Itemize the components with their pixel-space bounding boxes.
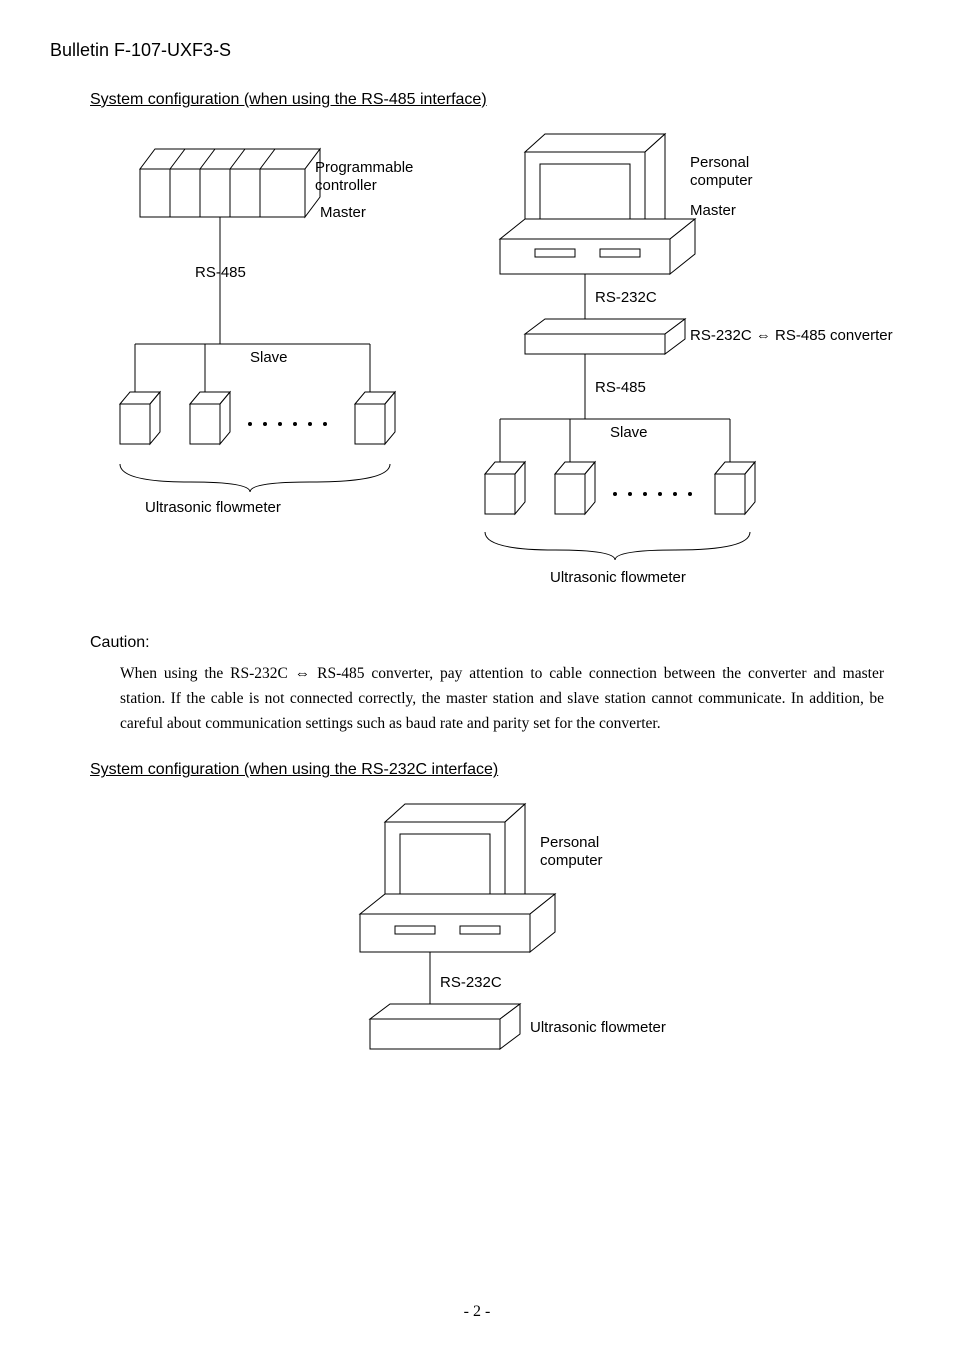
section2-heading: System configuration (when using the RS-…: [90, 761, 904, 779]
caution-heading: Caution:: [90, 634, 904, 652]
rs232c-2: RS-232C: [440, 974, 502, 991]
converter-suffix: RS-485 converter: [771, 327, 893, 344]
diagram1: Programmable controller Master RS-485 Sl…: [90, 124, 904, 614]
right-slave: Slave: [610, 424, 648, 441]
converter-label: RS-232C ⇔ RS-485 converter: [690, 327, 893, 344]
caution-prefix: When using the RS-232C: [120, 665, 295, 682]
pc-label-2: computer: [690, 172, 753, 189]
left-slave: Slave: [250, 349, 288, 366]
diagram1-left-svg: [90, 124, 450, 554]
caution-body: When using the RS-232C ⇔ RS-485 converte…: [120, 662, 884, 736]
pc-master: Master: [690, 202, 736, 219]
plc-label-1: Programmable: [315, 159, 413, 176]
plc-label-2: controller: [315, 177, 377, 194]
doc-title: Bulletin F-107-UXF3-S: [50, 40, 904, 61]
flowmeter-2: Ultrasonic flowmeter: [530, 1019, 666, 1036]
right-rs485: RS-485: [595, 379, 646, 396]
left-flowmeter: Ultrasonic flowmeter: [145, 499, 281, 516]
pc-label-1: Personal: [690, 154, 749, 171]
right-rs232c: RS-232C: [595, 289, 657, 306]
diagram1-right-svg: [470, 124, 950, 614]
double-arrow-icon: ⇔: [295, 665, 311, 682]
converter-prefix: RS-232C: [690, 327, 756, 344]
diagram2: Personal computer RS-232C Ultrasonic flo…: [90, 794, 904, 1094]
plc-master: Master: [320, 204, 366, 221]
pc2-label-1: Personal: [540, 834, 599, 851]
page-number: - 2 -: [0, 1303, 954, 1321]
pc2-label-2: computer: [540, 852, 603, 869]
right-flowmeter: Ultrasonic flowmeter: [550, 569, 686, 586]
double-arrow-icon: ⇔: [756, 327, 771, 344]
left-rs485: RS-485: [195, 264, 246, 281]
section1-heading: System configuration (when using the RS-…: [90, 91, 904, 109]
